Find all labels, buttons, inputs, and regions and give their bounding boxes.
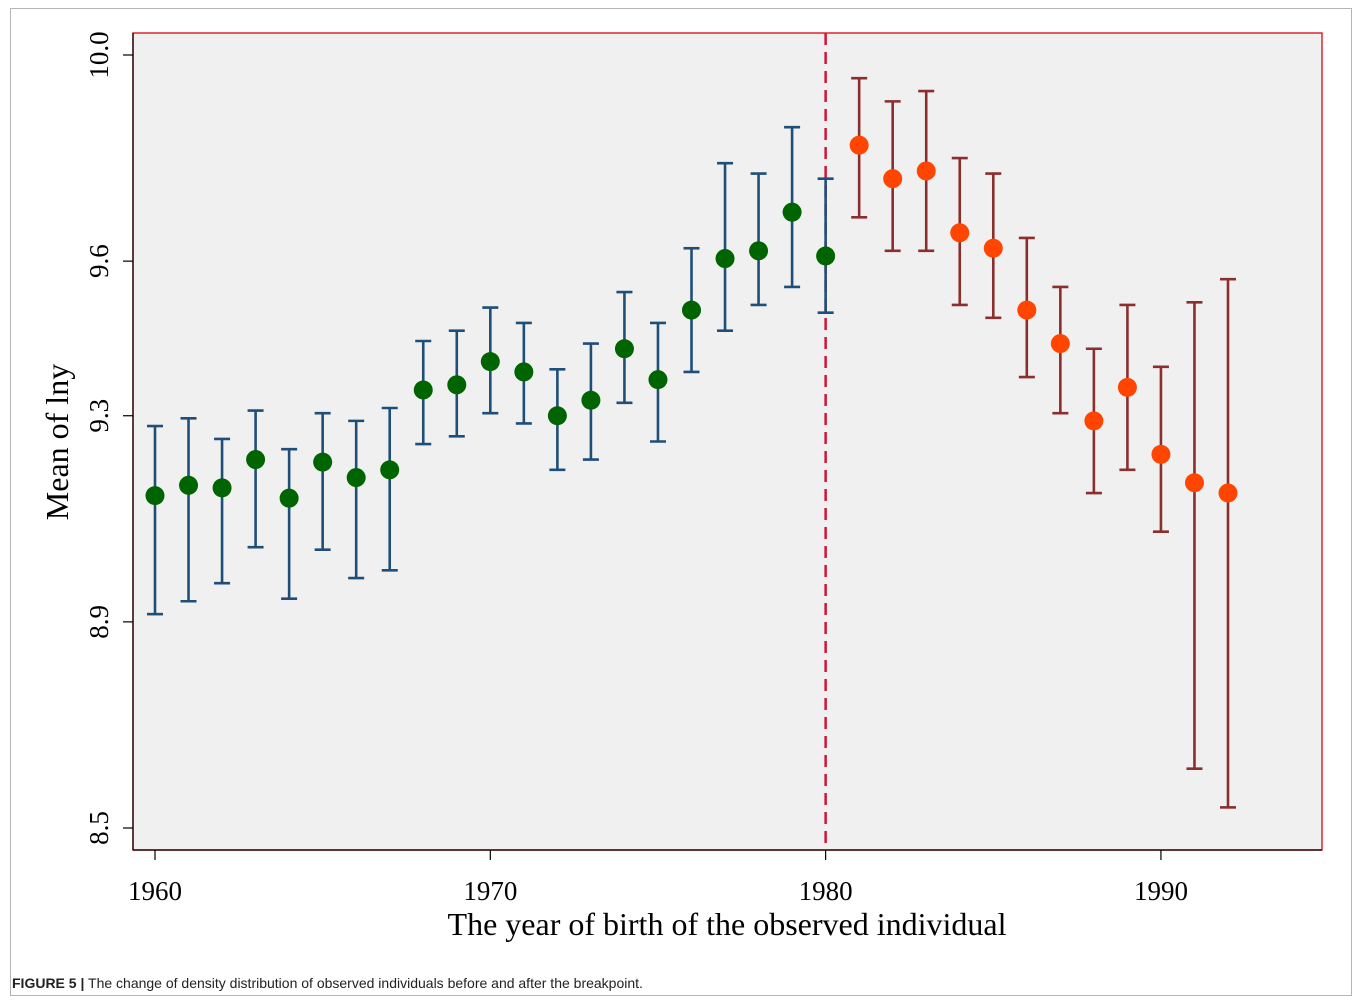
data-point — [883, 169, 903, 189]
data-point — [1084, 411, 1104, 431]
data-point — [614, 339, 634, 359]
data-point — [782, 202, 802, 222]
data-point — [715, 249, 735, 269]
data-point — [179, 475, 199, 495]
data-point — [514, 362, 534, 382]
data-point — [212, 478, 232, 498]
caption-text: The change of density distribution of ob… — [88, 975, 643, 991]
error-bar — [1186, 301, 1203, 771]
data-point — [1151, 444, 1171, 464]
data-point — [581, 390, 601, 410]
error-bar — [281, 447, 298, 600]
figure-caption: FIGURE 5 | The change of density distrib… — [12, 975, 1342, 991]
data-point — [682, 300, 701, 320]
data-point — [413, 380, 433, 400]
data-point — [145, 486, 165, 506]
plot-area — [132, 32, 1323, 851]
data-point — [916, 161, 936, 181]
y-tick-label: 8.5 — [84, 811, 114, 845]
x-axis: 1960 1970 1980 1990 — [128, 849, 1322, 906]
error-bar — [750, 172, 767, 307]
error-bar — [348, 419, 365, 580]
x-tick-label: 1980 — [799, 876, 853, 906]
y-axis: 8.5 8.9 9.3 9.6 10.0 — [84, 31, 134, 850]
data-point — [983, 238, 1003, 258]
error-bar — [717, 161, 734, 333]
data-point — [313, 452, 333, 472]
caption-label: FIGURE 5 | — [12, 975, 85, 991]
error-bar — [381, 406, 398, 572]
data-point — [1017, 300, 1037, 320]
x-axis-title: The year of birth of the observed indivi… — [448, 906, 1007, 942]
error-bar — [180, 417, 197, 603]
data-point — [816, 246, 836, 266]
data-point — [346, 468, 366, 488]
data-point — [547, 406, 567, 426]
y-tick-label: 8.9 — [84, 605, 114, 639]
error-bar — [147, 424, 163, 616]
data-point — [447, 375, 467, 395]
data-point — [246, 450, 266, 470]
chart: 8.5 8.9 9.3 9.6 10.0 1960 1970 1980 1990 Mean o… — [39, 31, 1323, 942]
error-bar — [817, 177, 834, 314]
error-bar — [214, 437, 231, 585]
data-point — [1218, 483, 1238, 503]
y-tick-label: 10.0 — [84, 31, 114, 78]
data-point — [279, 488, 299, 508]
data-point — [749, 241, 769, 261]
y-tick-label: 9.6 — [84, 244, 114, 278]
x-tick-label: 1970 — [463, 876, 517, 906]
data-points — [145, 135, 1238, 508]
y-tick-label: 9.3 — [84, 399, 114, 433]
x-tick-label: 1990 — [1134, 876, 1188, 906]
data-point — [950, 223, 970, 243]
data-point — [648, 370, 668, 390]
error-bars — [147, 76, 1236, 809]
data-point — [1050, 334, 1070, 354]
data-point — [1117, 377, 1137, 397]
error-bar — [314, 411, 331, 552]
y-axis-title: Mean of lny — [39, 364, 75, 520]
data-point — [1184, 473, 1204, 493]
data-point — [480, 352, 500, 372]
error-bar — [247, 409, 264, 549]
x-tick-label: 1960 — [128, 876, 182, 906]
data-point — [849, 135, 869, 155]
data-point — [380, 460, 400, 480]
error-bar — [1220, 277, 1236, 809]
